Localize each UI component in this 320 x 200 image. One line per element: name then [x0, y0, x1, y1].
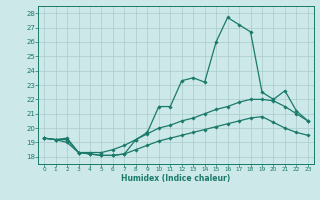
X-axis label: Humidex (Indice chaleur): Humidex (Indice chaleur): [121, 174, 231, 183]
